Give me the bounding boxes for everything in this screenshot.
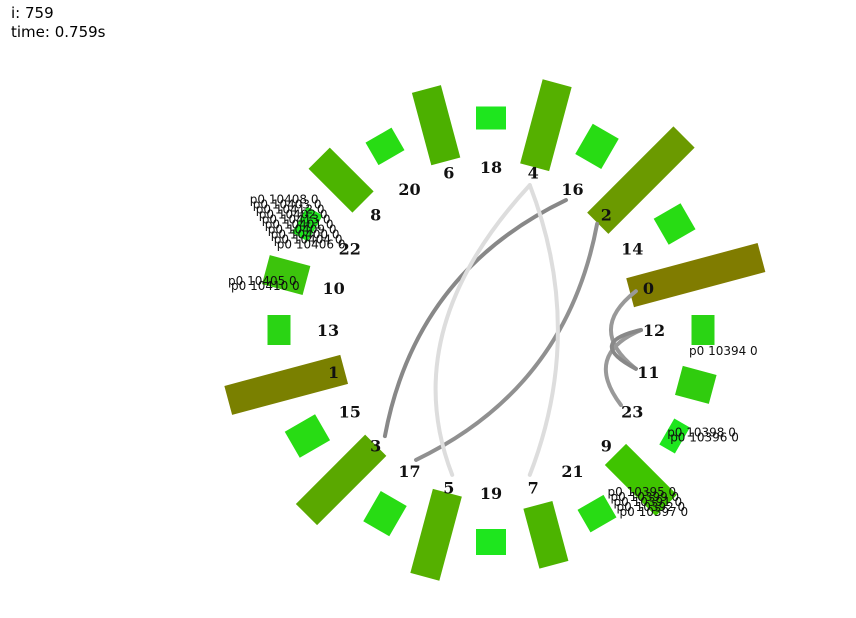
- node-label-4: 4: [528, 164, 539, 183]
- link-11-12: [609, 328, 643, 371]
- node-label-8: 8: [370, 206, 381, 225]
- packet-label: p0 10408 0: [250, 193, 319, 207]
- packet-label: p0 10410 0: [231, 279, 300, 293]
- node-activity-bars: [224, 79, 766, 581]
- activity-bar-node-11: [675, 365, 717, 404]
- node-label-19: 19: [480, 484, 502, 503]
- activity-bar-node-19: [476, 529, 506, 555]
- node-label-22: 22: [339, 240, 361, 259]
- packet-label: p0 10401 0: [265, 218, 334, 232]
- activity-bar-node-12: [691, 315, 715, 345]
- link-12-23: [603, 328, 643, 407]
- iteration-counter: i: 759: [11, 4, 54, 22]
- packet-label: p0 10400 0: [271, 228, 340, 242]
- packet-labels: p0 10408 0p0 10403 0p0 10412 0p0 10402 0…: [228, 193, 758, 520]
- activity-bar-node-3: [295, 434, 387, 526]
- packet-label: p0 10404 0: [274, 233, 343, 247]
- activity-bar-node-0: [626, 243, 766, 308]
- activity-bar-node-13: [267, 315, 291, 345]
- link-5-4: [433, 183, 532, 477]
- activity-bar-node-20: [365, 127, 405, 166]
- packet-label: p0 10396 0: [670, 431, 739, 445]
- packet-label: p0 10399 0: [611, 490, 680, 504]
- activity-bar-node-9: [604, 443, 677, 516]
- activity-bar-node-14: [653, 203, 696, 245]
- node-label-10: 10: [322, 279, 344, 298]
- node-label-15: 15: [339, 403, 361, 422]
- packet-label: p0 10413 0: [262, 213, 331, 227]
- activity-bar-node-16: [575, 123, 619, 170]
- node-label-12: 12: [643, 321, 665, 340]
- node-label-0: 0: [643, 279, 654, 298]
- packet-label: p0 10398 0: [667, 426, 736, 440]
- node-label-6: 6: [443, 164, 454, 183]
- packet-label: p0 10391 0: [614, 495, 683, 509]
- node-label-9: 9: [601, 436, 612, 455]
- packet-label: p0 10397 0: [620, 505, 689, 519]
- activity-bar-node-7: [523, 500, 569, 569]
- activity-bar-node-2: [587, 126, 695, 234]
- activity-bar-node-1: [224, 354, 349, 415]
- activity-bar-node-10: [262, 255, 311, 296]
- activity-bar-node-22: [292, 206, 323, 242]
- node-links: [382, 183, 643, 477]
- packet-label: p0 10403 0: [253, 198, 322, 212]
- activity-bar-node-4: [520, 79, 572, 172]
- elapsed-time: time: 0.759s: [11, 23, 106, 41]
- node-label-2: 2: [601, 206, 612, 225]
- node-label-17: 17: [398, 462, 420, 481]
- packet-label: p0 10412 0: [256, 203, 325, 217]
- activity-bar-node-18: [476, 106, 506, 130]
- activity-bar-node-6: [411, 85, 461, 166]
- hud-readout: i: 759 time: 0.759s: [11, 4, 105, 42]
- packet-label: p0 10394 0: [689, 344, 758, 358]
- packet-label: p0 10392 0: [617, 500, 686, 514]
- node-label-20: 20: [398, 180, 420, 199]
- packet-label: p0 10409 0: [268, 223, 337, 237]
- link-7-4: [527, 183, 560, 477]
- node-label-21: 21: [561, 462, 583, 481]
- activity-bar-node-17: [363, 490, 407, 537]
- node-label-5: 5: [443, 478, 454, 497]
- activity-bar-node-8: [308, 147, 374, 213]
- packet-label: p0 10406 0: [277, 238, 346, 252]
- activity-bar-node-23: [659, 418, 690, 454]
- node-label-1: 1: [328, 363, 339, 382]
- packet-label: p0 10405 0: [228, 274, 297, 288]
- link-3-16: [382, 198, 568, 439]
- activity-bar-node-5: [410, 488, 462, 581]
- node-label-14: 14: [621, 240, 643, 259]
- link-0-11: [609, 289, 638, 371]
- node-labels: 18 4 16 2 14 0 12 11 23 9 21 7 19 5 17 3 15 1 13 10 22 8 20 6: [317, 158, 665, 503]
- node-label-18: 18: [480, 158, 502, 177]
- packet-label: p0 10402 0: [259, 208, 328, 222]
- node-label-23: 23: [621, 403, 643, 422]
- activity-bar-node-15: [284, 414, 331, 458]
- activity-bar-node-21: [577, 494, 617, 533]
- node-label-7: 7: [528, 478, 539, 497]
- packet-label: p0 10395 0: [608, 485, 677, 499]
- node-label-11: 11: [637, 363, 659, 382]
- node-label-3: 3: [370, 436, 381, 455]
- link-17-2: [414, 221, 600, 462]
- node-label-13: 13: [317, 321, 339, 340]
- node-label-16: 16: [561, 180, 583, 199]
